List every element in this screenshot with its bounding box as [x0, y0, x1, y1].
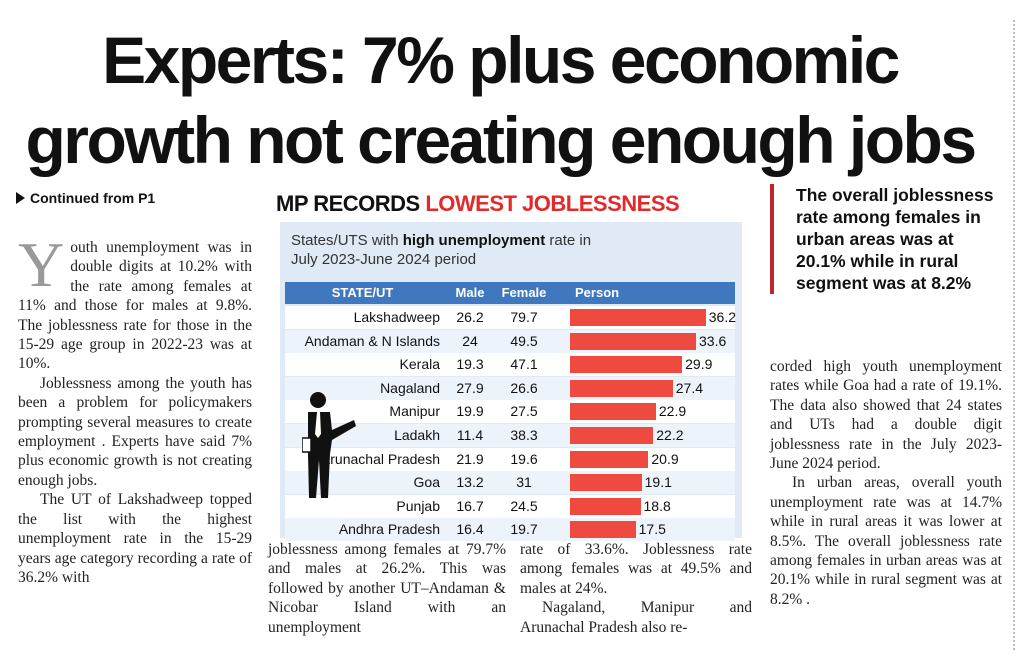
- cell-female: 79.7: [510, 309, 538, 325]
- person-bar: [570, 356, 683, 374]
- table-row: Punjab 16.7 24.5 18.8: [285, 494, 735, 518]
- header-female: Female: [501, 285, 547, 300]
- cell-state: Ladakh: [394, 427, 440, 443]
- infobox-title-part2: LOWEST JOBLESSNESS: [425, 191, 680, 216]
- cell-male: 13.2: [456, 474, 484, 491]
- table-header: STATE/UT Male Female Person: [285, 282, 735, 304]
- cell-male: 21.9: [456, 450, 484, 467]
- cell-male: 19.9: [456, 403, 484, 420]
- column-4-paragraph-1: corded high youth unemployment rates whi…: [770, 358, 1002, 473]
- infobox-title-part1: MP RECORDS: [276, 191, 426, 216]
- cell-person-value: 17.5: [638, 521, 666, 538]
- businessman-pointing-icon: [302, 392, 356, 498]
- cell-female: 27.5: [510, 403, 538, 420]
- column-divider: [1013, 20, 1015, 650]
- cell-person-value: 36.2: [708, 309, 736, 325]
- cell-female: 19.7: [510, 521, 538, 538]
- person-bar: [570, 450, 649, 468]
- cell-male: 16.4: [456, 521, 484, 538]
- cell-person-value: 33.6: [699, 332, 727, 349]
- cell-person-value: 22.2: [656, 427, 684, 443]
- subtitle-pre: States/UTS with: [291, 232, 403, 249]
- header-person: Person: [575, 285, 620, 300]
- cell-female: 19.6: [510, 450, 538, 467]
- subtitle-post: rate in: [545, 232, 592, 249]
- pull-quote: The overall joblessness rate among femal…: [770, 184, 1000, 294]
- cell-male: 11.4: [456, 427, 484, 443]
- infobox-panel: States/UTS with high unemployment rate i…: [280, 222, 742, 542]
- person-bar: [570, 403, 656, 421]
- person-bar: [570, 497, 641, 515]
- cell-female: 47.1: [510, 356, 538, 373]
- headline-line-2: growth not creating enough jobs: [25, 103, 977, 177]
- subtitle-bold: high unemployment: [402, 232, 546, 249]
- cell-person-value: 29.9: [685, 356, 713, 373]
- cell-state: Nagaland: [380, 379, 440, 396]
- cell-person-value: 27.4: [675, 379, 703, 396]
- drop-cap: Y: [18, 229, 65, 300]
- cell-state: Manipur: [389, 403, 440, 420]
- cell-male: 19.3: [456, 356, 484, 373]
- cell-person-value: 19.1: [644, 474, 672, 491]
- column-3-paragraph-2: Nagaland, Manipur and Arunachal Pradesh …: [520, 599, 752, 636]
- cell-state: Punjab: [396, 497, 440, 514]
- table-row: Arunachal Pradesh 21.9 19.6 20.9: [285, 447, 735, 471]
- column-2-paragraph-1: joblessness among females at 79.7% and m…: [268, 541, 506, 636]
- headline-line-1: Experts: 7% plus economic: [102, 23, 900, 97]
- cell-state: Lakshadweep: [353, 309, 440, 325]
- cell-female: 26.6: [510, 379, 538, 396]
- table-row: Manipur 19.9 27.5 22.9: [285, 400, 735, 424]
- person-bar: [570, 332, 696, 350]
- person-bar: [570, 309, 706, 326]
- cell-state: Kerala: [399, 356, 440, 373]
- cell-male: 26.2: [456, 309, 484, 325]
- person-bar: [570, 427, 654, 444]
- column-1-paragraph-2: Joblessness among the youth has been a p…: [18, 374, 252, 489]
- person-bar: [570, 379, 673, 397]
- table-row: Nagaland 27.9 26.6 27.4: [285, 376, 735, 400]
- triangle-arrow-icon: [16, 192, 25, 204]
- cell-state: Andaman & N Islands: [304, 332, 440, 349]
- table-row: Andaman & N Islands 24 49.5 33.6: [285, 329, 735, 353]
- header-state: STATE/UT: [331, 285, 394, 300]
- cell-person-value: 18.8: [643, 497, 671, 514]
- continued-text: Continued from P1: [30, 190, 156, 206]
- cell-female: 38.3: [510, 427, 538, 443]
- column-1-paragraph-3: The UT of Lakshadweep topped the list wi…: [18, 491, 252, 586]
- article-column-2: joblessness among females at 79.7% and m…: [268, 540, 506, 637]
- subtitle-line-2: July 2023-June 2024 period: [291, 251, 477, 268]
- continued-from-label: Continued from P1: [16, 190, 155, 206]
- table-row: Kerala 19.3 47.1 29.9: [285, 353, 735, 377]
- cell-female: 31: [516, 474, 532, 491]
- cell-state: Arunachal Pradesh: [320, 450, 440, 467]
- cell-male: 27.9: [456, 379, 484, 396]
- cell-state: Goa: [413, 474, 440, 491]
- cell-person-value: 20.9: [651, 450, 679, 467]
- header-male: Male: [455, 285, 485, 300]
- infobox: MP RECORDS LOWEST JOBLESSNESS States/UTS…: [272, 188, 748, 542]
- person-bar: [570, 474, 642, 492]
- table-row: Andhra Pradesh 16.4 19.7 17.5: [285, 518, 735, 542]
- infobox-title: MP RECORDS LOWEST JOBLESSNESS: [276, 191, 680, 217]
- column-4-paragraph-2: In urban areas, overall youth unemployme…: [770, 474, 1002, 608]
- cell-state: Andhra Pradesh: [338, 521, 440, 538]
- cell-person-value: 22.9: [658, 403, 687, 420]
- cell-male: 16.7: [456, 497, 484, 514]
- person-bar: [570, 521, 636, 539]
- column-3-paragraph-1: rate of 33.6%. Joblessness rate among fe…: [520, 541, 752, 597]
- cell-female: 49.5: [510, 332, 538, 349]
- cell-female: 24.5: [510, 497, 538, 514]
- table-row: Lakshadweep 26.2 79.7 36.2: [285, 306, 736, 329]
- table-row: Goa 13.2 31 19.1: [285, 471, 735, 495]
- column-1-paragraph-1: outh unemployment was in double digits a…: [18, 239, 252, 373]
- infobox-subtitle: States/UTS with high unemployment rate i…: [291, 231, 591, 269]
- article-column-4: corded high youth unemployment rates whi…: [770, 357, 1002, 609]
- article-column-3: rate of 33.6%. Joblessness rate among fe…: [520, 540, 752, 637]
- table-row: Ladakh 11.4 38.3 22.2: [285, 424, 735, 447]
- cell-male: 24: [462, 332, 478, 349]
